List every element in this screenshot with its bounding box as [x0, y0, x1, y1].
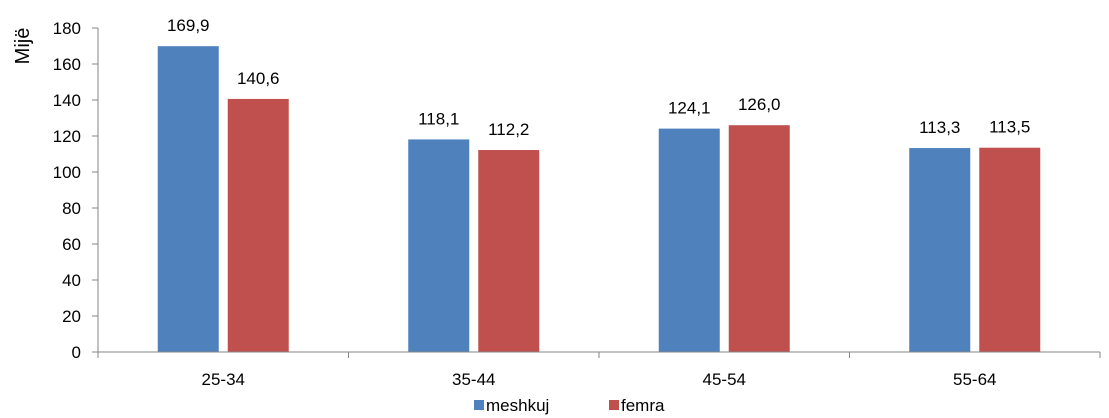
data-label: 169,9 — [167, 16, 210, 35]
legend-swatch-meshkuj — [474, 400, 484, 410]
x-tick-label: 25-34 — [202, 370, 245, 389]
bars: 169,9 140,6 118,1 112,2 124,1 126,0 113,3 113,5 — [157, 16, 1041, 353]
y-tick-label: 160 — [53, 55, 81, 74]
y-tick-label: 180 — [53, 19, 81, 38]
x-tick-label: 45-54 — [703, 370, 746, 389]
y-tick-label: 0 — [72, 343, 81, 362]
x-axis: 25-34 35-44 45-54 55-64 — [97, 351, 1101, 389]
y-tick-label: 40 — [62, 271, 81, 290]
x-tick-label: 55-64 — [953, 370, 996, 389]
data-label: 140,6 — [237, 69, 280, 88]
bar-femra — [227, 98, 289, 352]
y-axis-label: Mijë — [12, 28, 34, 65]
legend: meshkuj femra — [474, 396, 665, 415]
y-tick-label: 80 — [62, 199, 81, 218]
data-label: 124,1 — [668, 99, 711, 118]
data-label: 118,1 — [418, 109, 459, 128]
data-label: 112,2 — [488, 120, 529, 139]
bar-meshkuj — [909, 148, 971, 352]
y-tick-label: 60 — [62, 235, 81, 254]
bar-femra — [728, 125, 790, 352]
bar-femra — [979, 147, 1041, 352]
y-tick-label: 100 — [53, 163, 81, 182]
bar-meshkuj — [408, 139, 470, 352]
y-tick-label: 120 — [53, 127, 81, 146]
data-label: 113,5 — [989, 118, 1030, 137]
bar-femra — [478, 150, 540, 352]
y-tick-label: 20 — [62, 307, 81, 326]
bar-meshkuj — [658, 128, 720, 352]
y-tick-label: 140 — [53, 91, 81, 110]
legend-swatch-femra — [609, 400, 619, 410]
data-label: 126,0 — [738, 95, 781, 114]
y-axis: 0 20 40 60 80 100 120 140 160 180 — [53, 19, 99, 362]
legend-label: meshkuj — [486, 396, 549, 415]
data-label: 113,3 — [919, 118, 960, 137]
bar-meshkuj — [157, 46, 219, 353]
x-tick-label: 35-44 — [452, 370, 495, 389]
legend-label: femra — [621, 396, 665, 415]
